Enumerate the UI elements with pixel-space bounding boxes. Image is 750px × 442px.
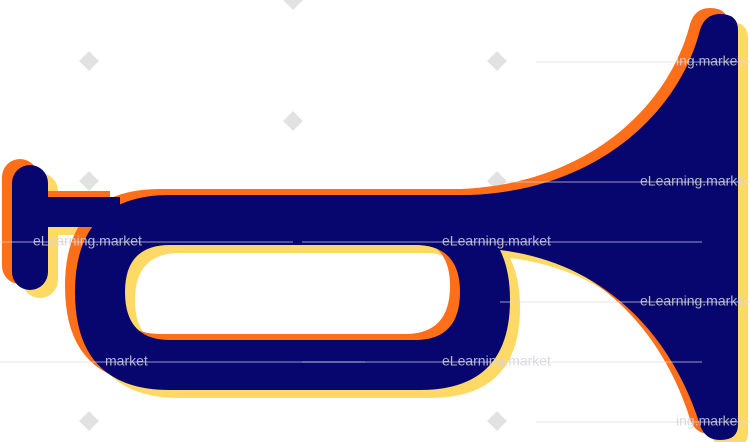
watermark-text: eLearning.marke [640, 173, 745, 189]
watermark-diamonds [79, 0, 507, 431]
watermark-text: market [105, 353, 148, 369]
watermarks: ing.market eLearning.marke eLearning.marke… [0, 53, 750, 429]
watermark-text: eLearning.marke [640, 293, 745, 309]
trumpet [12, 14, 738, 440]
watermark-text: ing.market [676, 53, 741, 69]
watermark-text: eLearning.market [442, 353, 551, 369]
watermark-text: eLearning.market [33, 233, 142, 249]
watermark-text: ing.market [676, 413, 741, 429]
watermark-text: eLearning.market [442, 233, 551, 249]
